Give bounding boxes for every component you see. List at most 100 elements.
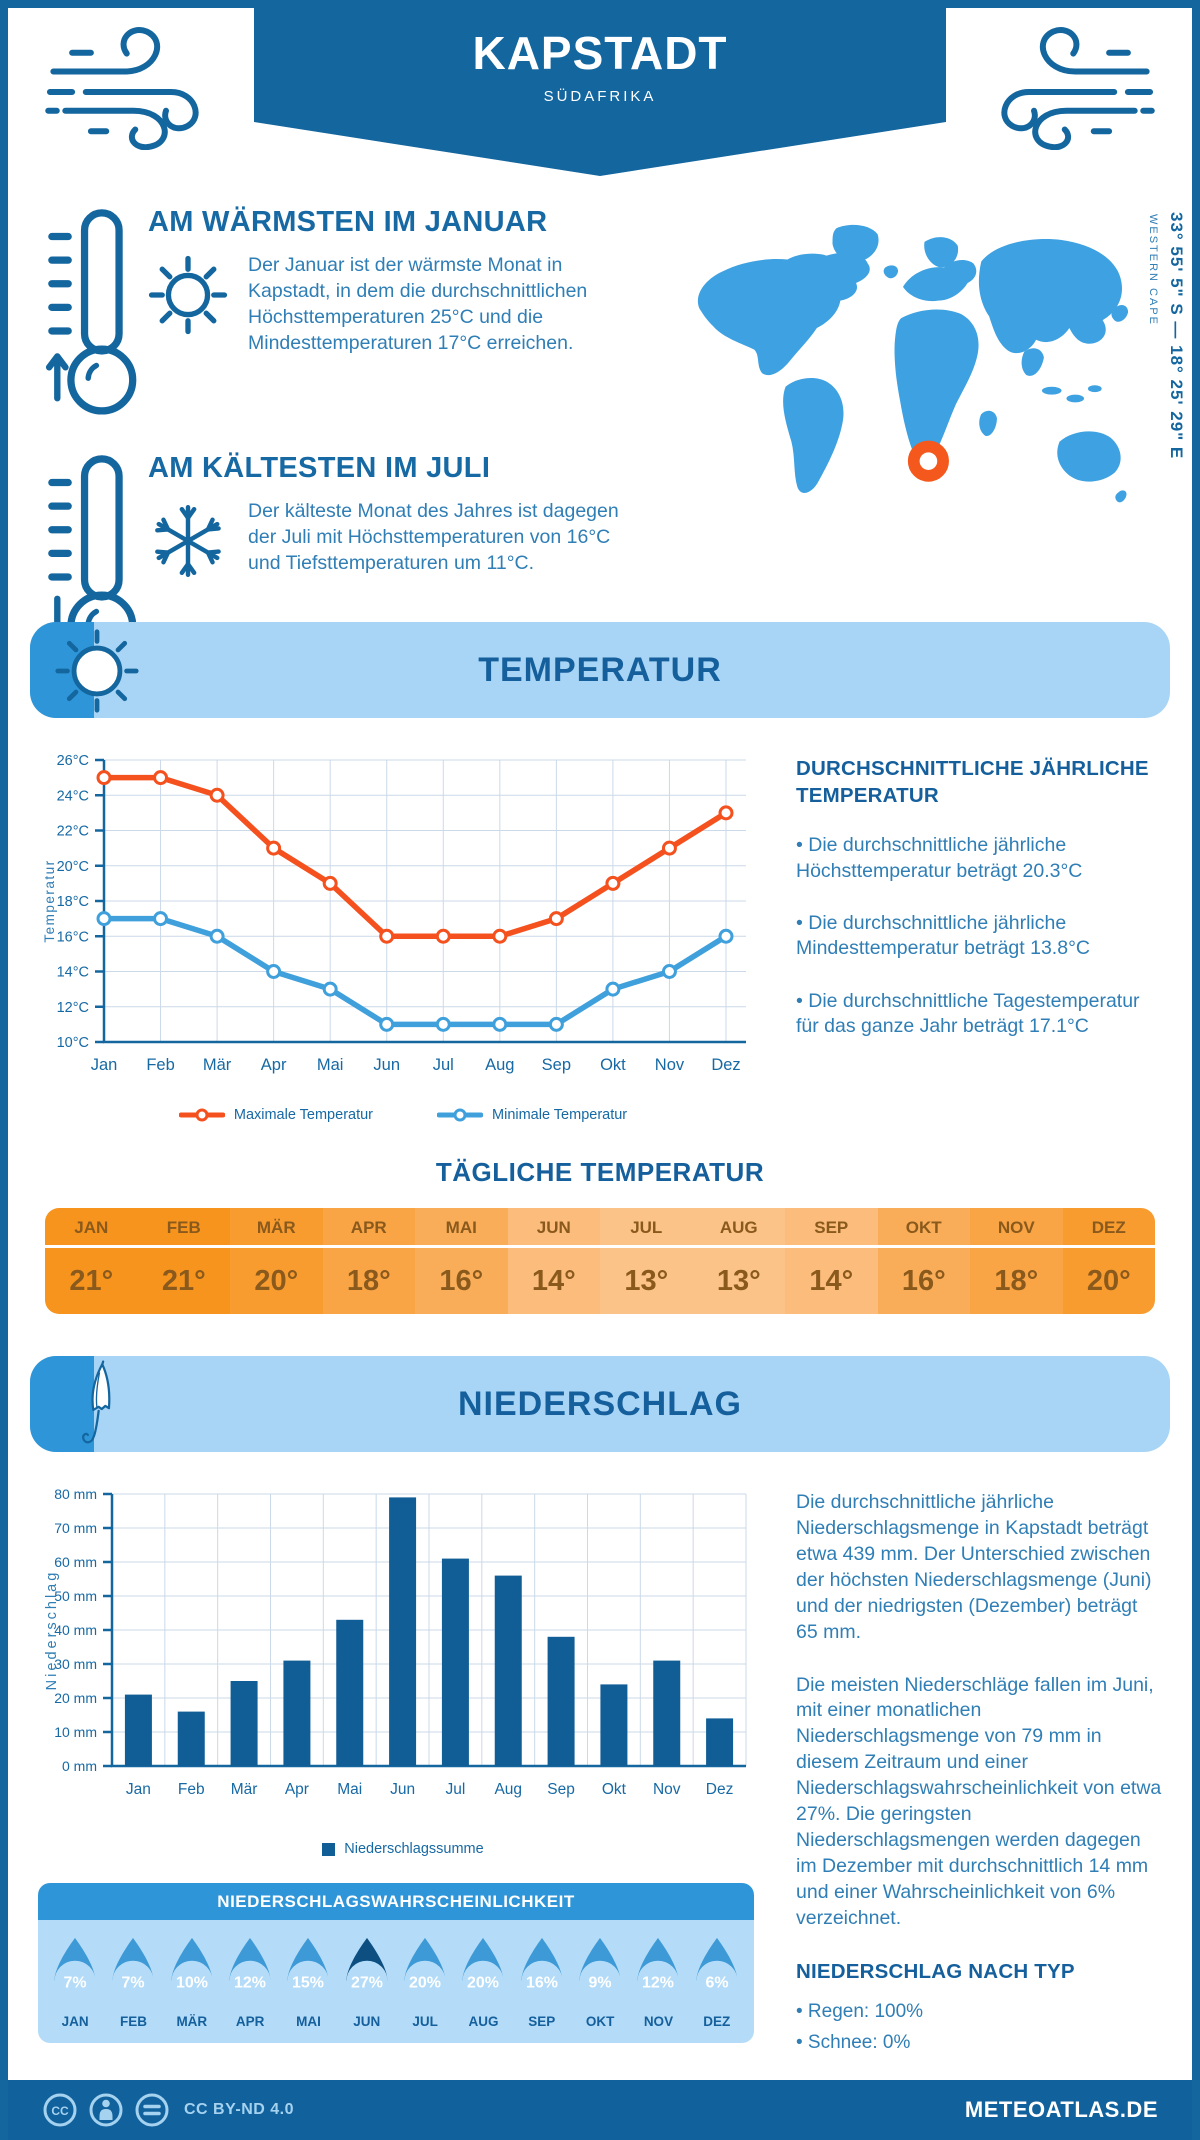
- coldest-text: Der kälteste Monat des Jahres ist dagege…: [248, 500, 619, 574]
- daily-temp-month: MAI: [415, 1208, 508, 1248]
- precip-probability-aug: 20% AUG: [454, 1936, 512, 2029]
- water-drop-icon: 6%: [696, 1938, 738, 1991]
- precip-probability-dez: 6% DEZ: [688, 1936, 746, 2029]
- daily-temp-value: 16°: [901, 1265, 946, 1297]
- daily-temp-column-mai: MAI 16°: [415, 1208, 508, 1314]
- avg-temperature-bullet-1: • Die durchschnittliche jährliche Höchst…: [796, 834, 1083, 882]
- precipitation-content: 0 mm 10 mm 20 mm 30 mm 40 mm 50 mm 60 mm 70 mm 8…: [8, 1452, 1192, 2058]
- page-subtitle: SÜDAFRIKA: [543, 87, 657, 105]
- water-drop-icon: 15%: [287, 1938, 330, 1991]
- svg-text:14°C: 14°C: [57, 965, 89, 981]
- svg-text:6%: 6%: [705, 1974, 728, 1991]
- svg-text:Jun: Jun: [390, 1781, 415, 1798]
- intro-section: AM WÄRMSTEN IM JANUAR Der Januar ist der…: [8, 202, 1192, 661]
- legend-item-maximale-temperatur: Maximale Temperatur: [178, 1107, 373, 1123]
- daily-temp-month: MÄR: [230, 1208, 323, 1248]
- avg-temperature-bullets: • Die durchschnittliche jährliche Höchst…: [796, 833, 1164, 1039]
- precipitation-type-heading: NIEDERSCHLAG NACH TYP: [796, 1959, 1075, 1983]
- precipitation-paragraph-1: Die durchschnittliche jährliche Niedersc…: [796, 1491, 1152, 1643]
- daily-temp-month: NOV: [970, 1208, 1063, 1248]
- coldest-month-block: AM KÄLTESTEN IM JULI Der kälteste Monat …: [42, 448, 672, 666]
- daily-temp-value: 18°: [346, 1265, 391, 1297]
- svg-text:Jun: Jun: [373, 1056, 400, 1074]
- daily-temp-column-okt: OKT 16°: [877, 1208, 970, 1314]
- coordinates-block: WESTERN CAPE 33° 55' 5" S — 18° 25' 29" …: [1147, 212, 1186, 562]
- precip-type-regen: • Regen: 100%: [796, 2001, 924, 2023]
- header: KAPSTADT SÜDAFRIKA: [8, 8, 1192, 180]
- daily-temp-column-apr: APR 18°: [322, 1208, 415, 1314]
- precip-probability-jul: 20% JUL: [396, 1936, 454, 2029]
- temperature-content: 10°C 12°C 14°C 16°C 18°C 20°C 22°C 24°C 26°C Jan F…: [8, 718, 1192, 1123]
- svg-text:18°C: 18°C: [57, 894, 89, 910]
- svg-text:Mär: Mär: [231, 1781, 258, 1798]
- daily-temp-column-dez: DEZ 20°: [1062, 1208, 1155, 1314]
- svg-text:Mai: Mai: [317, 1056, 344, 1074]
- daily-temp-value: 18°: [994, 1265, 1039, 1297]
- svg-text:CC: CC: [51, 2104, 69, 2118]
- water-drop-icon: 12%: [229, 1938, 271, 1991]
- daily-temp-value: 13°: [624, 1265, 669, 1297]
- avg-temperature-bullet-2: • Die durchschnittliche jährliche Mindes…: [796, 911, 1090, 960]
- svg-text:27%: 27%: [351, 1974, 383, 1991]
- daily-temp-value: 21°: [161, 1265, 206, 1297]
- svg-text:20°C: 20°C: [57, 859, 89, 875]
- daily-temperature-table: JAN 21° FEB 21° MÄR 20° APR 18° MAI 16° JUN 14° JUL 1…: [45, 1208, 1155, 1314]
- warmest-title: AM WÄRMSTEN IM JANUAR: [148, 206, 548, 238]
- legend-item-niederschlagssumme: Niederschlagssumme: [322, 1841, 484, 1857]
- probability-month-label: OKT: [585, 2014, 615, 2029]
- probability-month-label: NOV: [643, 2014, 674, 2029]
- water-drop-icon: 7%: [112, 1938, 155, 1991]
- svg-text:Aug: Aug: [494, 1781, 522, 1798]
- daily-temp-column-jan: JAN 21°: [45, 1208, 138, 1314]
- svg-text:60 mm: 60 mm: [54, 1554, 97, 1570]
- svg-text:10%: 10%: [176, 1974, 208, 1991]
- water-drop-icon: 10%: [171, 1938, 213, 1991]
- svg-text:Mär: Mär: [203, 1056, 232, 1074]
- footer: CC CC BY-ND 4.0 METEOATLAS.DE: [8, 2080, 1192, 2140]
- snowflake-icon: [155, 505, 221, 577]
- water-drop-icon: 16%: [521, 1938, 563, 1991]
- svg-text:50 mm: 50 mm: [54, 1588, 97, 1604]
- svg-text:26°C: 26°C: [57, 753, 89, 769]
- probability-month-label: FEB: [119, 2014, 147, 2029]
- svg-text:Sep: Sep: [542, 1056, 571, 1074]
- daily-temp-month: SEP: [785, 1208, 878, 1248]
- daily-temp-month: APR: [322, 1208, 415, 1248]
- water-drop-icon: 27%: [346, 1938, 388, 1991]
- svg-text:Apr: Apr: [261, 1056, 287, 1074]
- water-drop-icon: 20%: [462, 1938, 505, 1991]
- legend-label: Minimale Temperatur: [492, 1107, 628, 1123]
- legend-label: Niederschlagssumme: [344, 1841, 484, 1857]
- daily-temp-month: JUN: [507, 1208, 600, 1248]
- svg-text:Feb: Feb: [146, 1056, 174, 1074]
- daily-temp-month: JAN: [45, 1208, 138, 1248]
- precipitation-type-list: • Regen: 100% • Schnee: 0%: [796, 1997, 1164, 2058]
- svg-text:Jan: Jan: [91, 1056, 118, 1074]
- svg-text:10°C: 10°C: [57, 1035, 89, 1051]
- svg-text:10 mm: 10 mm: [54, 1724, 97, 1740]
- sun-icon: [55, 629, 139, 713]
- svg-text:16°C: 16°C: [57, 929, 89, 945]
- probability-month-label: APR: [235, 2014, 265, 2029]
- coordinates-label: 33° 55' 5" S — 18° 25' 29" E: [1167, 212, 1186, 460]
- svg-text:Dez: Dez: [711, 1056, 740, 1074]
- daily-temp-column-nov: NOV 18°: [970, 1208, 1063, 1314]
- world-map: [697, 224, 1129, 503]
- precipitation-band-title: NIEDERSCHLAG: [457, 1384, 743, 1423]
- probability-month-label: AUG: [468, 2014, 499, 2029]
- sun-icon: [148, 255, 228, 335]
- svg-text:20%: 20%: [409, 1974, 441, 1991]
- precip-probability-mai: 15% MAI: [279, 1936, 337, 2029]
- cc-nd-icon: [135, 2093, 169, 2127]
- region-label: WESTERN CAPE: [1147, 214, 1159, 327]
- warmest-text: Der Januar ist der wärmste Monat in Kaps…: [248, 254, 588, 354]
- warmest-month-block: AM WÄRMSTEN IM JANUAR Der Januar ist der…: [42, 202, 672, 420]
- daily-temp-value: 21°: [69, 1265, 114, 1297]
- daily-temp-month: DEZ: [1062, 1208, 1155, 1248]
- probability-month-label: JUL: [412, 2014, 438, 2029]
- probability-month-label: JUN: [353, 2014, 381, 2029]
- cc-icon: CC: [43, 2093, 77, 2127]
- svg-text:Apr: Apr: [285, 1781, 309, 1798]
- precip-probability-jun: 27% JUN: [338, 1936, 396, 2029]
